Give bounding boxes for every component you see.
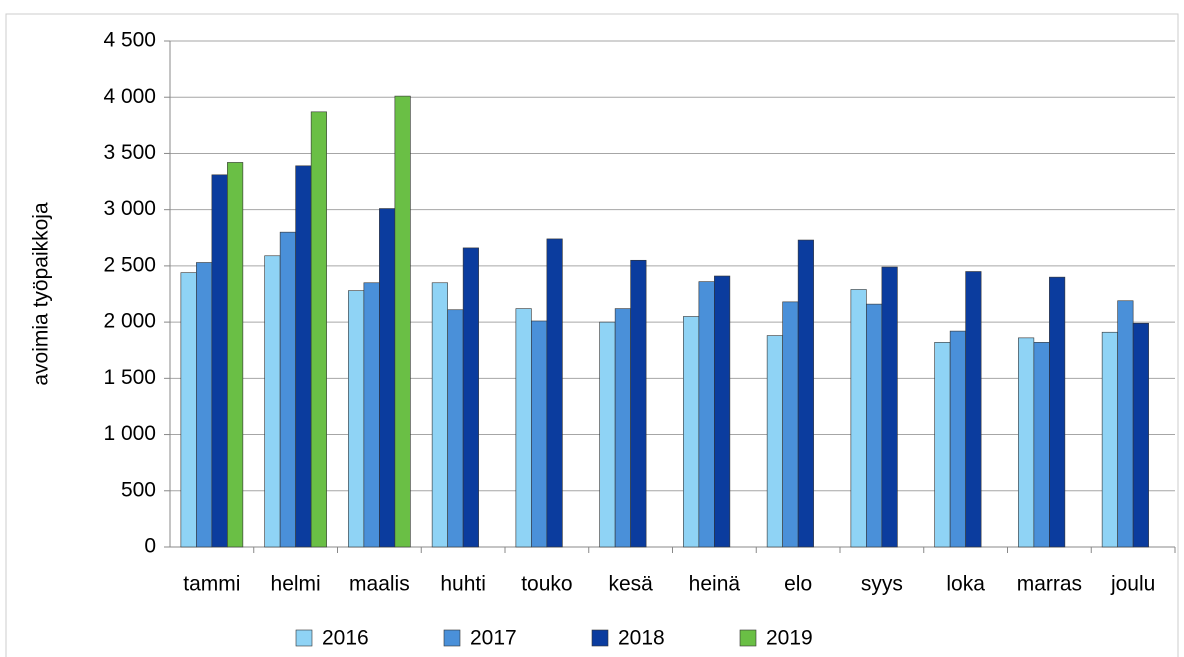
x-tick-label: elo — [784, 573, 812, 596]
bar — [447, 309, 464, 548]
y-tick-label: 2 500 — [103, 253, 156, 276]
y-tick-label: 4 000 — [103, 85, 156, 108]
y-tick-label: 1 500 — [103, 366, 156, 389]
bar — [614, 308, 631, 548]
bar — [180, 272, 197, 548]
bar — [683, 316, 700, 548]
bar — [1018, 337, 1035, 548]
legend-swatch — [591, 629, 609, 647]
x-tick-label: joulu — [1110, 573, 1155, 596]
bar — [462, 247, 479, 548]
bar — [515, 308, 532, 548]
legend-label: 2018 — [618, 627, 665, 650]
bar — [531, 320, 548, 548]
bar — [698, 281, 715, 548]
bar — [934, 342, 951, 548]
chart-border — [5, 13, 1179, 657]
legend-swatch — [443, 629, 461, 647]
x-tick-label: helmi — [271, 573, 321, 596]
bar — [394, 95, 411, 548]
bar — [1132, 322, 1149, 548]
x-tick-label: loka — [946, 573, 985, 596]
legend-swatch — [739, 629, 757, 647]
y-axis-label: avoimia työpaikkoja — [30, 202, 53, 386]
x-tick-label: kesä — [608, 573, 653, 596]
y-tick-label: 3 500 — [103, 141, 156, 164]
bar — [310, 111, 327, 548]
bar — [1049, 276, 1066, 548]
bar — [1117, 300, 1134, 548]
bar — [599, 321, 616, 548]
bar — [1033, 342, 1050, 548]
bar — [850, 289, 867, 548]
x-tick-label: maalis — [349, 573, 410, 596]
y-tick-label: 4 500 — [103, 29, 156, 52]
bar — [264, 255, 281, 548]
bar — [546, 238, 563, 548]
bar — [630, 259, 647, 548]
y-tick-label: 2 000 — [103, 310, 156, 333]
bar — [348, 290, 365, 548]
bar — [949, 330, 966, 548]
legend-label: 2019 — [766, 627, 813, 650]
bar — [797, 239, 814, 548]
bar — [211, 174, 228, 548]
y-tick-label: 500 — [121, 478, 156, 501]
x-tick-label: tammi — [183, 573, 240, 596]
bar — [714, 275, 731, 548]
bar — [227, 162, 244, 548]
bar — [431, 282, 448, 548]
x-tick-label: syys — [861, 573, 903, 596]
bar — [881, 266, 898, 548]
y-tick-label: 0 — [144, 535, 156, 558]
bar — [295, 165, 312, 548]
legend-label: 2016 — [322, 627, 369, 650]
bar — [1101, 331, 1118, 548]
x-tick-label: touko — [521, 573, 572, 596]
bar — [379, 208, 396, 548]
legend-label: 2017 — [470, 627, 517, 650]
x-tick-label: huhti — [440, 573, 486, 596]
y-tick-label: 1 000 — [103, 422, 156, 445]
bar — [782, 301, 799, 548]
bar — [363, 282, 380, 548]
bar — [766, 335, 783, 548]
bar — [279, 231, 296, 548]
bar — [965, 271, 982, 548]
bar — [866, 303, 883, 548]
y-tick-label: 3 000 — [103, 197, 156, 220]
x-tick-label: marras — [1017, 573, 1082, 596]
x-tick-label: heinä — [689, 573, 741, 596]
bar — [196, 262, 213, 548]
legend-swatch — [295, 629, 313, 647]
